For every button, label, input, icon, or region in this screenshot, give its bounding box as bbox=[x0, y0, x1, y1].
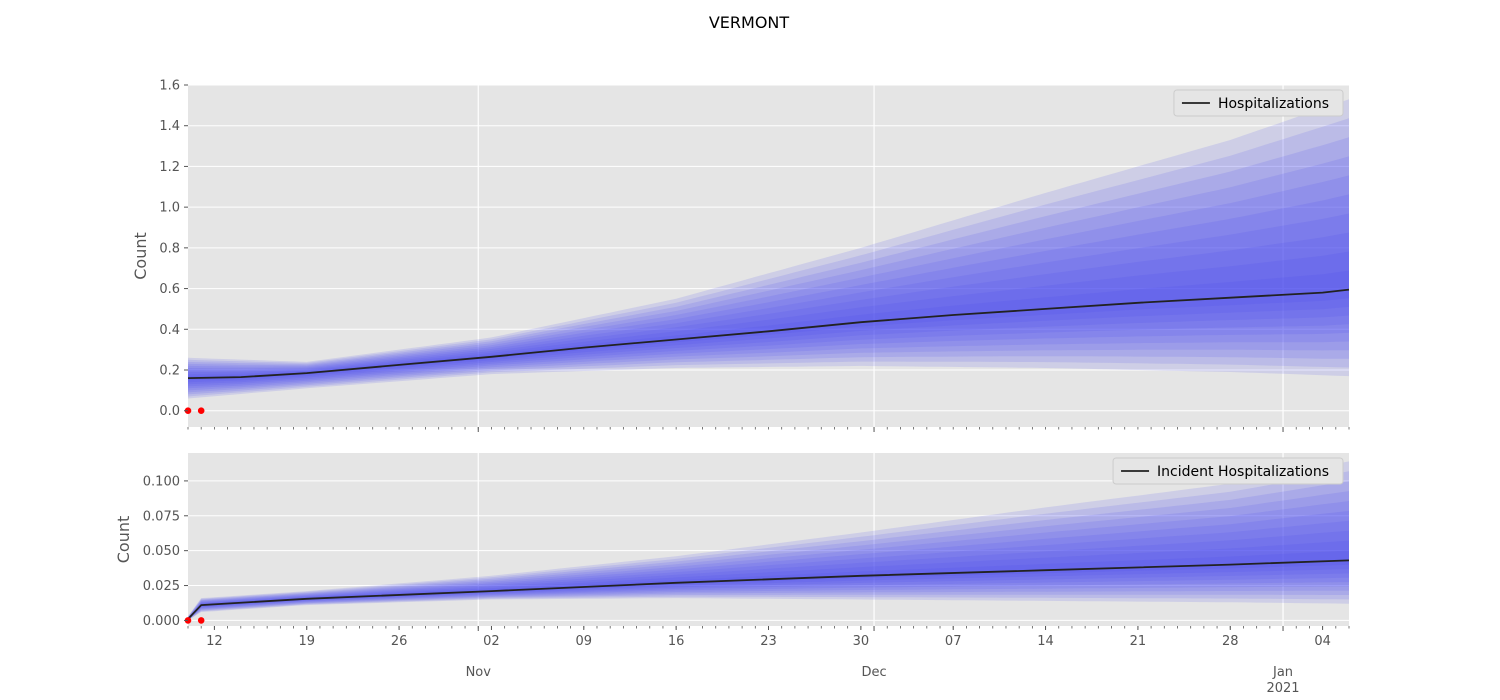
series-line bbox=[187, 288, 1350, 379]
x-day-label: 16 bbox=[668, 634, 685, 649]
legend-label: Hospitalizations bbox=[1218, 96, 1329, 112]
y-tick-label: 0.4 bbox=[159, 323, 180, 338]
y-tick-label: 0.6 bbox=[159, 282, 180, 297]
x-day-label: 21 bbox=[1130, 634, 1147, 649]
legend: Hospitalizations bbox=[1173, 89, 1344, 117]
uncertainty-band bbox=[188, 520, 1349, 620]
uncertainty-band bbox=[188, 461, 1349, 621]
uncertainty-band bbox=[188, 213, 1349, 387]
uncertainty-band bbox=[188, 471, 1349, 621]
x-day-label: 26 bbox=[391, 634, 408, 649]
uncertainty-band bbox=[188, 530, 1349, 620]
legend-box bbox=[1112, 457, 1344, 485]
observed-point bbox=[197, 617, 205, 624]
observed-point bbox=[197, 407, 205, 415]
series-line bbox=[187, 559, 1350, 620]
uncertainty-band bbox=[188, 118, 1349, 397]
x-month-label: Nov bbox=[466, 665, 492, 680]
x-day-label: 04 bbox=[1314, 634, 1331, 649]
uncertainty-band bbox=[188, 194, 1349, 389]
uncertainty-band bbox=[188, 175, 1349, 391]
uncertainty-band bbox=[188, 501, 1349, 620]
x-day-label: 23 bbox=[760, 634, 777, 649]
y-tick-label: 1.2 bbox=[159, 160, 180, 175]
y-tick-label: 1.6 bbox=[159, 79, 180, 94]
uncertainty-band bbox=[188, 481, 1349, 621]
y-tick-label: 0.0 bbox=[159, 404, 180, 419]
x-day-label: 14 bbox=[1037, 634, 1054, 649]
y-tick-label: 0.025 bbox=[143, 579, 180, 594]
x-day-label: 09 bbox=[576, 634, 593, 649]
uncertainty-band bbox=[188, 232, 1349, 385]
y-tick-label: 0.8 bbox=[159, 241, 180, 256]
x-day-label: 12 bbox=[206, 634, 223, 649]
x-month-label: Dec bbox=[861, 665, 886, 680]
x-day-label: 28 bbox=[1222, 634, 1239, 649]
y-tick-label: 0.2 bbox=[159, 364, 180, 379]
uncertainty-band bbox=[188, 550, 1349, 620]
legend: Incident Hospitalizations bbox=[1112, 457, 1344, 485]
y-tick-label: 1.4 bbox=[159, 119, 180, 134]
x-day-label: 19 bbox=[298, 634, 315, 649]
legend-box bbox=[1173, 89, 1344, 117]
y-tick-label: 0.000 bbox=[143, 614, 180, 629]
x-year-label: 2021 bbox=[1266, 681, 1299, 696]
uncertainty-band bbox=[188, 270, 1349, 381]
legend-label: Incident Hospitalizations bbox=[1157, 464, 1329, 480]
uncertainty-band bbox=[188, 491, 1349, 620]
uncertainty-band bbox=[188, 137, 1349, 395]
x-day-label: 02 bbox=[483, 634, 500, 649]
y-tick-label: 0.100 bbox=[143, 474, 180, 489]
uncertainty-band bbox=[188, 99, 1349, 399]
y-tick-label: 0.050 bbox=[143, 544, 180, 559]
x-day-label: 30 bbox=[853, 634, 870, 649]
uncertainty-band bbox=[188, 156, 1349, 393]
figure-title: VERMONT bbox=[709, 13, 790, 32]
uncertainty-band bbox=[188, 251, 1349, 383]
x-month-label: Jan bbox=[1272, 665, 1293, 680]
y-axis-label: Count bbox=[114, 516, 133, 564]
panel-hospitalizations: 0.0 0.2 0.4 0.6 0.8 1.0 1.2 1.4 1.6 Count Hospital… bbox=[131, 79, 1350, 432]
panel-incident-hospitalizations: 0.000 0.025 0.050 0.075 0.100 Count Incident H… bbox=[114, 453, 1350, 631]
x-day-label: 07 bbox=[945, 634, 962, 649]
y-axis-label: Count bbox=[131, 232, 150, 280]
y-tick-label: 1.0 bbox=[159, 201, 180, 216]
y-tick-label: 0.075 bbox=[143, 509, 180, 524]
